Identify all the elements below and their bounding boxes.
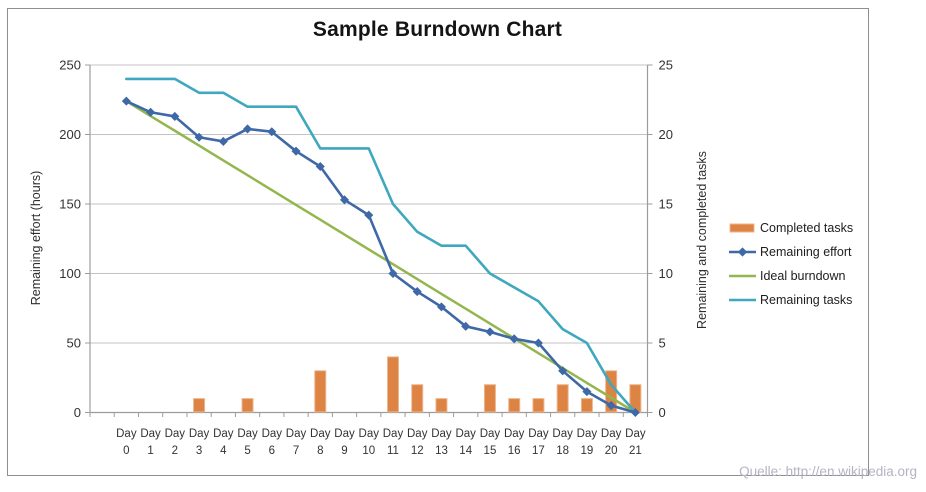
legend-item-remaining-tasks: Remaining tasks — [729, 288, 853, 312]
legend: Completed tasks Remaining effort Ideal b… — [729, 216, 853, 312]
watermark-source-text: Quelle: http://en.wikipedia.org — [739, 464, 917, 479]
legend-label: Completed tasks — [760, 221, 854, 235]
chart-title: Sample Burndown Chart — [312, 18, 563, 41]
remaining-effort-swatch-icon — [729, 247, 756, 257]
completed-tasks-swatch-icon — [729, 223, 755, 233]
legend-label: Remaining effort — [760, 245, 852, 259]
legend-item-remaining-effort: Remaining effort — [729, 240, 853, 264]
remaining-tasks-swatch-icon — [729, 298, 756, 302]
chart-border — [7, 8, 869, 476]
left-axis-title: Remaining effort (hours) — [29, 170, 43, 306]
legend-item-completed-tasks: Completed tasks — [729, 216, 853, 240]
legend-label: Remaining tasks — [760, 293, 853, 307]
ideal-burndown-swatch-icon — [729, 274, 756, 278]
legend-label: Ideal burndown — [760, 269, 846, 283]
legend-item-ideal-burndown: Ideal burndown — [729, 264, 853, 288]
right-axis-title: Remaining and completed tasks — [695, 151, 709, 329]
